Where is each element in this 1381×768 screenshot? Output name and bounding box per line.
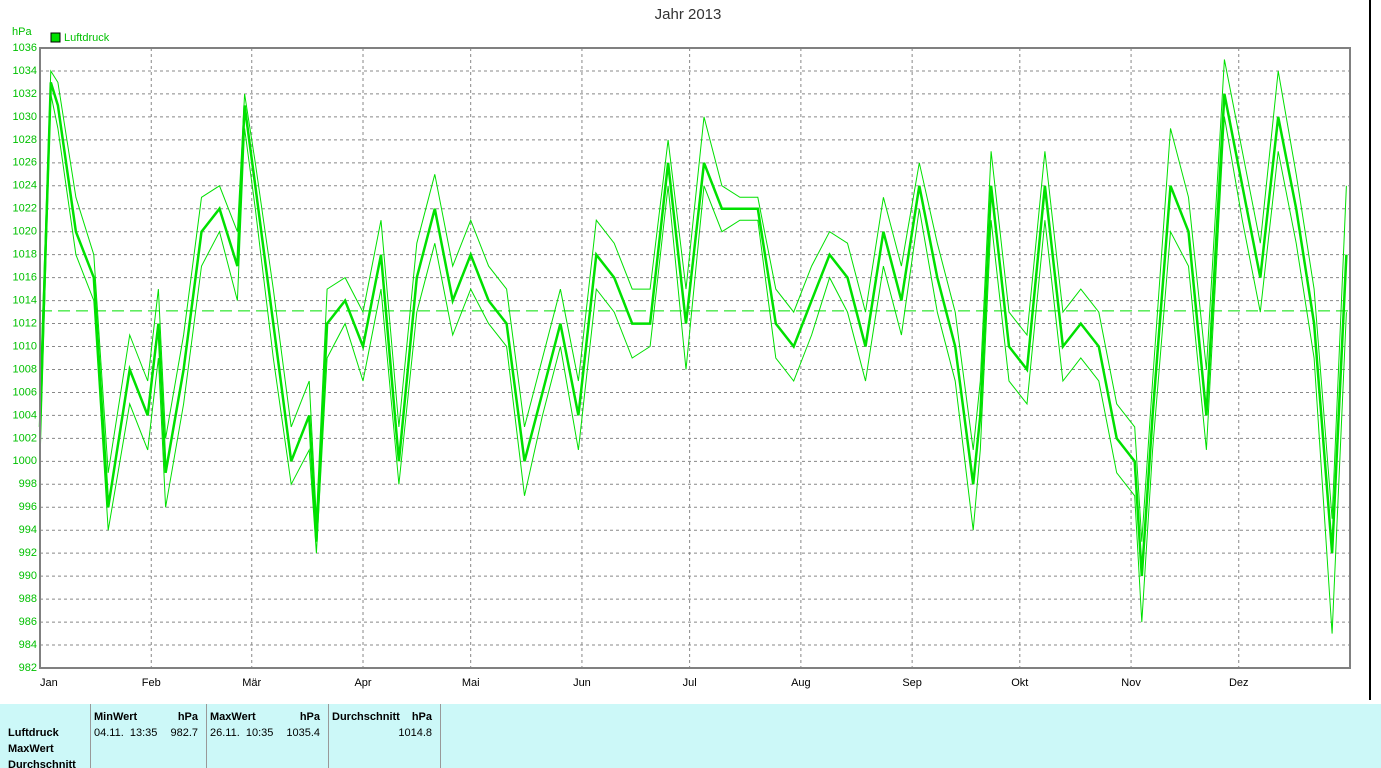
y-tick-label: 986	[19, 616, 37, 628]
y-tick-label: 998	[19, 478, 37, 490]
column-separator	[440, 704, 441, 768]
y-tick-label: 1000	[13, 455, 37, 467]
y-tick-label: 1034	[13, 65, 37, 77]
column-header: MinWert	[94, 711, 138, 723]
stats-table: Luftdruck MaxWert Durchschnitt MinWert hPa 04…	[0, 704, 1381, 768]
x-tick-label: Okt	[1011, 677, 1028, 689]
y-tick-label: 982	[19, 662, 37, 674]
y-tick-label: 1010	[13, 340, 37, 352]
chart-title: Jahr 2013	[655, 6, 722, 23]
row-label: Durchschnitt	[8, 759, 76, 768]
x-tick-label: Mär	[242, 677, 261, 689]
time: 04.11. 13:35	[94, 727, 158, 739]
x-tick-label: Jul	[683, 677, 697, 689]
y-tick-label: 1026	[13, 157, 37, 169]
y-axis-label: hPa	[12, 26, 32, 38]
x-tick-label: Apr	[354, 677, 371, 689]
y-tick-label: 1024	[13, 180, 37, 192]
y-tick-label: 988	[19, 593, 37, 605]
x-tick-label: Aug	[791, 677, 811, 689]
x-tick-label: Jan	[40, 677, 58, 689]
x-tick-label: Sep	[902, 677, 922, 689]
legend-label: Luftdruck	[64, 32, 110, 44]
chart: Jahr 2013 hPa 982 984 986 988 990 992 994 996 99…	[12, 0, 1371, 700]
column-header: MaxWert	[210, 711, 256, 723]
row-label: MaxWert	[8, 743, 54, 755]
x-tick-label: Feb	[142, 677, 161, 689]
y-tick-label: 1032	[13, 88, 37, 100]
x-tick-label: Dez	[1229, 677, 1249, 689]
line-series	[39, 59, 1347, 542]
column-unit: hPa	[177, 711, 198, 723]
y-tick-label: 1004	[13, 409, 37, 421]
y-tick-label: 994	[19, 524, 37, 536]
y-tick-label: 1018	[13, 249, 37, 261]
y-tick-label: 1036	[13, 42, 37, 54]
x-tick-label: Nov	[1121, 677, 1141, 689]
y-tick-label: 1014	[13, 294, 37, 306]
y-tick-label: 990	[19, 570, 37, 582]
value: 982.7	[170, 727, 198, 739]
column-separator	[328, 704, 329, 768]
column-unit: hPa	[299, 711, 320, 723]
column-header: Durchschnitt	[332, 711, 400, 723]
row-label: Luftdruck	[8, 727, 59, 739]
line-series	[39, 93, 1347, 634]
y-tick-label: 1030	[13, 111, 37, 123]
y-tick-label: 1012	[13, 317, 37, 329]
x-tick-label: Mai	[462, 677, 480, 689]
value: 1014.8	[398, 727, 432, 739]
value: 1035.4	[286, 727, 320, 739]
y-tick-label: 1028	[13, 134, 37, 146]
line-series	[38, 82, 1348, 577]
y-tick-label: 984	[19, 639, 37, 651]
x-tick-label: Jun	[573, 677, 591, 689]
y-tick-label: 996	[19, 501, 37, 513]
y-tick-label: 1008	[13, 363, 37, 375]
column-unit: hPa	[411, 711, 432, 723]
y-tick-label: 1022	[13, 203, 37, 215]
time: 26.11. 10:35	[210, 727, 274, 739]
y-tick-label: 1006	[13, 386, 37, 398]
y-tick-label: 1002	[13, 432, 37, 444]
column-separator	[90, 704, 91, 768]
y-tick-label: 1020	[13, 226, 37, 238]
y-tick-label: 1016	[13, 272, 37, 284]
legend-swatch	[50, 32, 61, 43]
plot-frame	[39, 47, 1351, 669]
column-separator	[206, 704, 207, 768]
y-tick-label: 992	[19, 547, 37, 559]
